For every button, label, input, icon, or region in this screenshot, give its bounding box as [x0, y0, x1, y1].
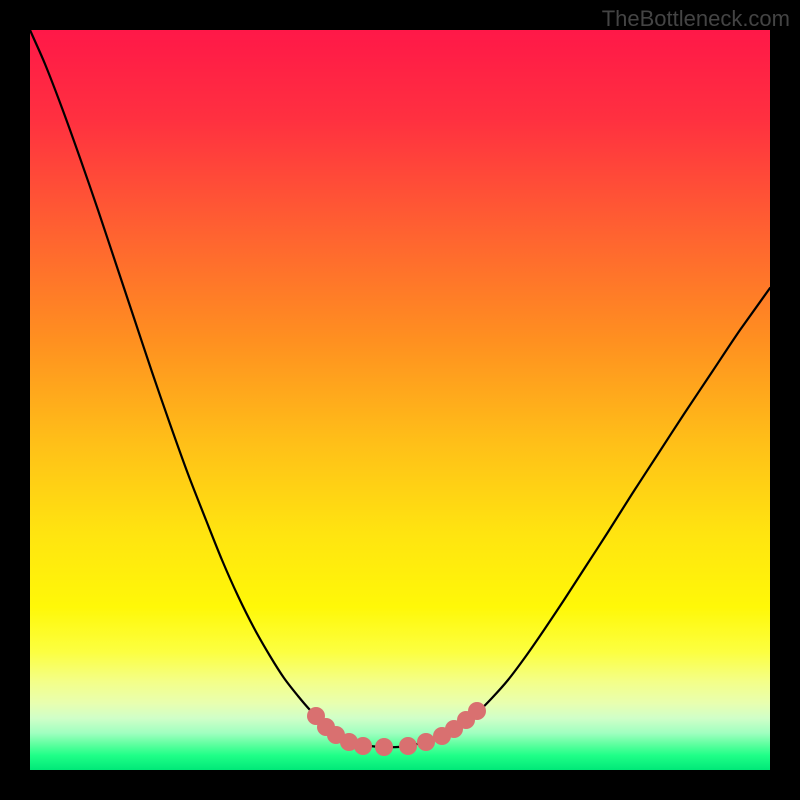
curve-marker — [468, 702, 486, 720]
bottleneck-chart — [0, 0, 800, 800]
curve-marker — [417, 733, 435, 751]
watermark-text: TheBottleneck.com — [602, 6, 790, 32]
chart-frame: TheBottleneck.com — [0, 0, 800, 800]
curve-marker — [375, 738, 393, 756]
curve-marker — [399, 737, 417, 755]
gradient-background — [30, 30, 770, 770]
curve-marker — [354, 737, 372, 755]
